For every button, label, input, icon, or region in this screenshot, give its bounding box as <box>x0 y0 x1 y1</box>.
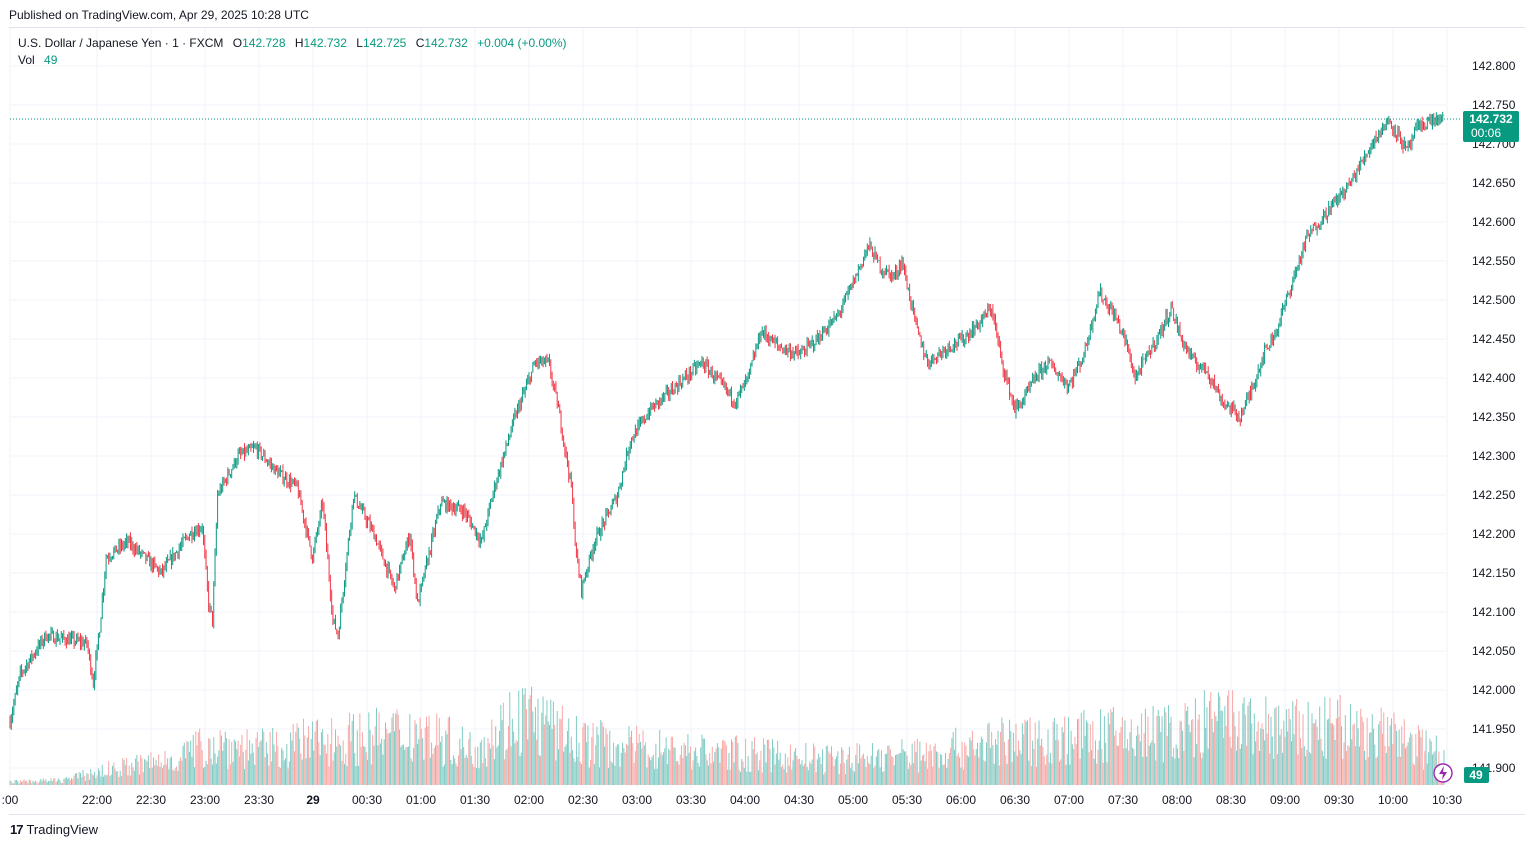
footer: 17 TradingView <box>10 822 98 837</box>
y-tick-label: 142.450 <box>1472 332 1516 346</box>
symbol-legend: U.S. Dollar / Japanese Yen · 1 · FXCM O1… <box>18 35 567 69</box>
x-tick-label: 07:00 <box>1054 793 1084 807</box>
x-tick-label: 23:00 <box>190 793 220 807</box>
time-axis: :00 22:00 22:30 23:00 23:30 29 00:30 01:00 01:30… <box>2 793 1463 807</box>
x-tick-label: 09:30 <box>1324 793 1354 807</box>
close-label: C <box>415 36 425 50</box>
y-tick-label: 142.050 <box>1472 644 1516 658</box>
volume-badge-value: 49 <box>1469 768 1483 782</box>
x-tick-label: 06:00 <box>946 793 976 807</box>
published-header: Published on TradingView.com, Apr 29, 20… <box>9 8 309 22</box>
y-tick-label: 142.400 <box>1472 371 1516 385</box>
low-value: 142.725 <box>362 36 407 50</box>
x-tick-label: 01:30 <box>460 793 490 807</box>
chart-grid <box>9 28 1448 788</box>
x-tick-label: 00:30 <box>352 793 382 807</box>
y-tick-label: 142.100 <box>1472 605 1516 619</box>
y-tick-label: 142.000 <box>1472 683 1516 697</box>
open-value: 142.728 <box>242 36 286 50</box>
open-label: O <box>232 36 243 50</box>
y-tick-label: 142.650 <box>1472 176 1516 190</box>
y-tick-label: 142.600 <box>1472 215 1516 229</box>
y-tick-label: 142.150 <box>1472 566 1516 580</box>
volume-bars <box>9 686 1445 785</box>
x-tick-label: 08:00 <box>1162 793 1192 807</box>
change-value: +0.004 (+0.00%) <box>477 36 567 50</box>
x-tick-label: 05:30 <box>892 793 922 807</box>
y-tick-label: 142.300 <box>1472 449 1516 463</box>
y-tick-label: 142.250 <box>1472 488 1516 502</box>
high-label: H <box>294 36 304 50</box>
x-tick-label: 29 <box>306 793 320 807</box>
y-tick-label: 142.550 <box>1472 254 1516 268</box>
x-tick-label: 07:30 <box>1108 793 1138 807</box>
price-axis: 142.800142.750142.700142.650142.600142.5… <box>1472 59 1516 775</box>
y-tick-label: 142.750 <box>1472 98 1516 112</box>
x-tick-label: :00 <box>2 793 19 807</box>
x-tick-label: 08:30 <box>1216 793 1246 807</box>
x-tick-label: 01:00 <box>406 793 436 807</box>
x-tick-label: 02:30 <box>568 793 598 807</box>
symbol-name[interactable]: U.S. Dollar / Japanese Yen · 1 · FXCM <box>18 36 224 50</box>
close-value: 142.732 <box>424 36 468 50</box>
y-tick-label: 142.500 <box>1472 293 1516 307</box>
y-tick-label: 141.950 <box>1472 722 1516 736</box>
volume-label[interactable]: Vol <box>18 53 35 67</box>
x-tick-label: 10:30 <box>1432 793 1462 807</box>
y-tick-label: 142.800 <box>1472 59 1516 73</box>
x-tick-label: 23:30 <box>244 793 274 807</box>
x-tick-label: 04:00 <box>730 793 760 807</box>
x-tick-label: 03:00 <box>622 793 652 807</box>
volume-badge <box>1464 767 1489 783</box>
bar-countdown: 00:06 <box>1471 126 1501 140</box>
high-value: 142.732 <box>303 36 347 50</box>
lightning-icon-glyph <box>1439 766 1447 780</box>
x-tick-label: 06:30 <box>1000 793 1030 807</box>
x-tick-label: 09:00 <box>1270 793 1300 807</box>
y-tick-label: 142.200 <box>1472 527 1516 541</box>
x-tick-label: 05:00 <box>838 793 868 807</box>
footer-brand[interactable]: TradingView <box>26 822 99 837</box>
last-price-value: 142.732 <box>1469 112 1513 126</box>
x-tick-label: 22:00 <box>82 793 112 807</box>
x-tick-label: 04:30 <box>784 793 814 807</box>
x-tick-label: 22:30 <box>136 793 166 807</box>
x-tick-label: 10:00 <box>1378 793 1408 807</box>
candlesticks <box>9 111 1445 730</box>
x-tick-label: 03:30 <box>676 793 706 807</box>
y-tick-label: 142.350 <box>1472 410 1516 424</box>
chart-frame <box>9 27 1525 815</box>
tradingview-logo-icon[interactable]: 17 <box>10 822 24 837</box>
low-label: L <box>356 36 363 50</box>
last-price-badge <box>1463 111 1519 143</box>
x-tick-label: 02:00 <box>514 793 544 807</box>
volume-value: 49 <box>44 53 58 67</box>
